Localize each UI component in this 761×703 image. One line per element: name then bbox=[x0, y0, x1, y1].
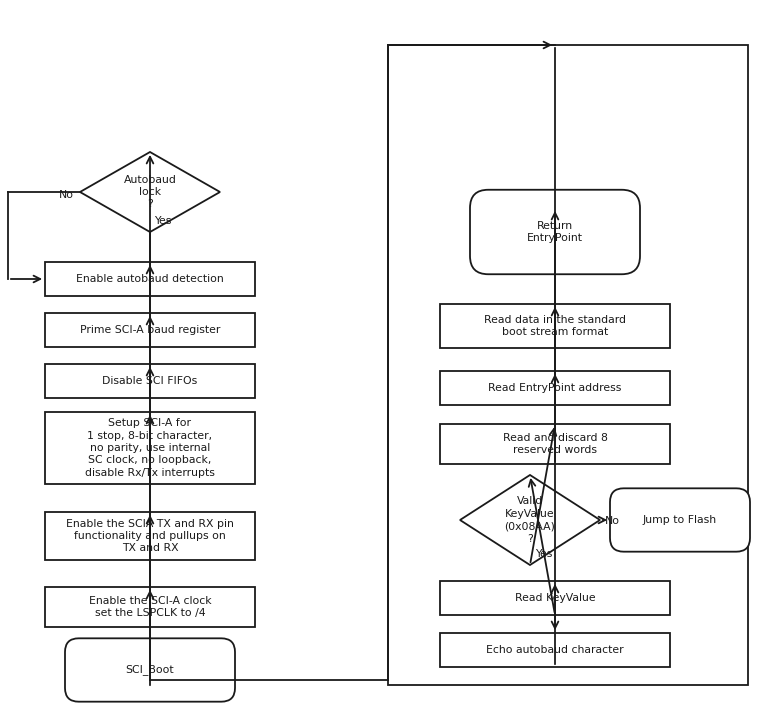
Bar bbox=[45, 512, 255, 560]
FancyBboxPatch shape bbox=[470, 190, 640, 274]
Bar bbox=[388, 45, 748, 685]
Text: Jump to Flash: Jump to Flash bbox=[643, 515, 717, 525]
Text: Read data in the standard
boot stream format: Read data in the standard boot stream fo… bbox=[484, 315, 626, 337]
Bar bbox=[45, 364, 255, 398]
FancyBboxPatch shape bbox=[610, 489, 750, 552]
Bar bbox=[440, 633, 670, 667]
Bar bbox=[45, 262, 255, 296]
Bar bbox=[440, 304, 670, 348]
Text: Setup SCI-A for
1 stop, 8-bit character,
no parity, use internal
SC clock, no lo: Setup SCI-A for 1 stop, 8-bit character,… bbox=[85, 418, 215, 478]
Text: Disable SCI FIFOs: Disable SCI FIFOs bbox=[103, 376, 198, 386]
Text: Valid
KeyValue
(0x08AA)
?: Valid KeyValue (0x08AA) ? bbox=[505, 496, 556, 543]
Text: Enable the SCIA TX and RX pin
functionality and pullups on
TX and RX: Enable the SCIA TX and RX pin functional… bbox=[66, 519, 234, 553]
Text: No: No bbox=[605, 516, 620, 526]
Text: Enable autobaud detection: Enable autobaud detection bbox=[76, 274, 224, 284]
Text: Read EntryPoint address: Read EntryPoint address bbox=[489, 383, 622, 393]
Text: Read and discard 8
reserved words: Read and discard 8 reserved words bbox=[502, 433, 607, 456]
Text: Read KeyValue: Read KeyValue bbox=[514, 593, 595, 603]
Text: Echo autobaud character: Echo autobaud character bbox=[486, 645, 624, 655]
Bar bbox=[45, 313, 255, 347]
Bar bbox=[440, 581, 670, 615]
Text: SCI_Boot: SCI_Boot bbox=[126, 664, 174, 676]
Text: Yes: Yes bbox=[535, 549, 552, 559]
Bar bbox=[440, 424, 670, 464]
Text: Yes: Yes bbox=[154, 216, 171, 226]
Text: Return
EntryPoint: Return EntryPoint bbox=[527, 221, 583, 243]
Polygon shape bbox=[460, 475, 600, 565]
Text: Prime SCI-A baud register: Prime SCI-A baud register bbox=[80, 325, 220, 335]
Polygon shape bbox=[80, 152, 220, 232]
Bar bbox=[440, 371, 670, 405]
Text: Enable the SCI-A clock
set the LSPCLK to /4: Enable the SCI-A clock set the LSPCLK to… bbox=[89, 596, 212, 618]
FancyBboxPatch shape bbox=[65, 638, 235, 702]
Bar bbox=[45, 412, 255, 484]
Bar bbox=[45, 587, 255, 627]
Text: No: No bbox=[59, 190, 74, 200]
Text: Autobaud
lock
?: Autobaud lock ? bbox=[123, 174, 177, 209]
